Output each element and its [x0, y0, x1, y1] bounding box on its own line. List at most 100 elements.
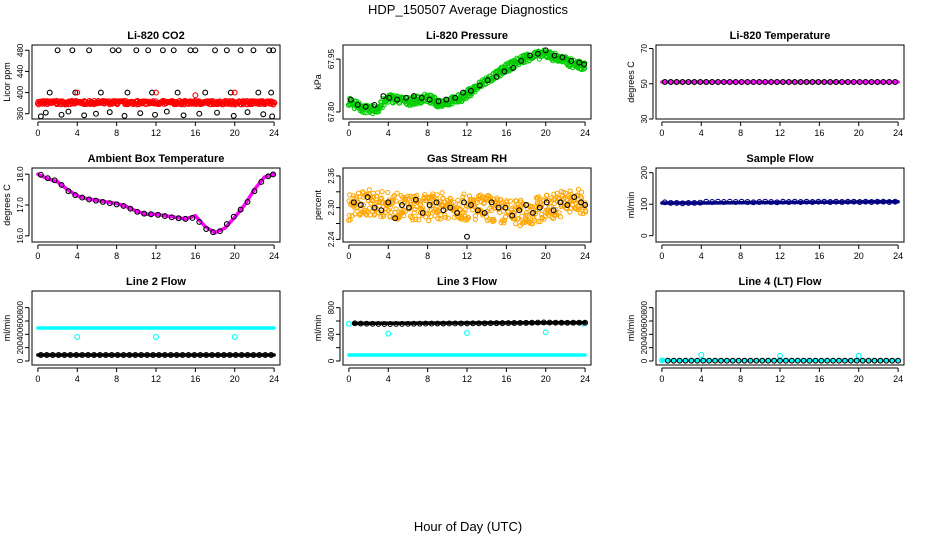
data-point	[484, 77, 491, 84]
data-point	[460, 194, 466, 200]
data-point	[271, 99, 277, 105]
series-2	[347, 47, 588, 110]
data-point	[394, 96, 401, 103]
data-point	[818, 357, 825, 364]
x-tick-label: 24	[269, 374, 279, 384]
data-point	[726, 79, 733, 85]
data-point	[37, 171, 44, 178]
y-tick-label: 200	[640, 340, 649, 354]
x-tick-label: 16	[814, 251, 824, 261]
data-point	[114, 352, 121, 358]
data-point	[37, 113, 44, 119]
y-tick-label: 800	[640, 300, 649, 314]
x-tick-label: 8	[425, 128, 430, 138]
data-point	[856, 199, 863, 205]
data-point	[797, 199, 804, 205]
data-point	[679, 79, 686, 85]
data-point	[230, 112, 237, 119]
data-point	[543, 199, 550, 206]
data-point	[895, 357, 902, 364]
data-point	[777, 352, 783, 359]
figure-xlabel: Hour of Day (UTC)	[414, 519, 522, 534]
data-point	[428, 320, 435, 327]
data-point	[102, 352, 109, 358]
data-point	[756, 79, 763, 85]
x-tick-label: 12	[151, 251, 161, 261]
x-tick-label: 24	[893, 251, 903, 261]
data-point	[856, 79, 863, 85]
data-point	[700, 357, 707, 364]
data-point	[715, 79, 721, 85]
data-point	[137, 110, 144, 117]
data-point	[144, 352, 151, 358]
data-point	[345, 320, 352, 327]
x-tick-label: 8	[738, 128, 743, 138]
y-tick-label: 2.24	[327, 231, 336, 247]
data-point	[809, 199, 816, 205]
data-point	[744, 199, 751, 205]
data-point	[212, 47, 218, 54]
x-tick-label: 20	[230, 128, 240, 138]
data-point	[250, 47, 257, 54]
data-point	[231, 89, 238, 96]
data-point	[582, 319, 589, 326]
data-point	[803, 79, 810, 85]
data-point	[369, 320, 376, 327]
panel-2: Li-820 Pressure kPa 0 4 8 12 16 20 24 67.80 67.95	[313, 30, 592, 138]
data-point	[850, 79, 857, 85]
x-tick-label: 24	[893, 128, 903, 138]
data-point	[558, 214, 564, 220]
data-point	[69, 47, 76, 54]
data-area	[660, 198, 900, 207]
data-point	[61, 352, 68, 358]
data-point	[889, 357, 896, 364]
data-point	[709, 199, 716, 205]
plot-frame	[31, 290, 281, 366]
data-point	[756, 199, 763, 205]
data-point	[750, 199, 757, 206]
data-point	[582, 202, 589, 208]
data-point	[74, 89, 81, 96]
series-2	[350, 194, 589, 222]
data-point	[347, 96, 354, 103]
data-point	[505, 320, 512, 327]
data-point	[551, 52, 558, 59]
data-point	[381, 321, 388, 327]
data-point	[161, 352, 168, 358]
data-point	[422, 191, 428, 198]
data-point	[350, 199, 357, 206]
data-point	[516, 207, 523, 214]
y-tick-label: 400	[16, 327, 25, 341]
data-area	[34, 47, 278, 119]
data-point	[470, 196, 477, 203]
data-point	[785, 79, 792, 85]
data-point	[785, 199, 792, 205]
data-point	[583, 207, 589, 214]
panel-title: Line 2 Flow	[126, 276, 186, 288]
data-point	[179, 352, 186, 358]
data-point	[197, 352, 204, 358]
data-point	[455, 197, 461, 203]
data-point	[210, 229, 217, 236]
data-point	[461, 191, 467, 197]
figure-title: HDP_150507 Average Diagnostics	[368, 2, 568, 17]
data-point	[72, 89, 79, 96]
data-point	[452, 94, 459, 101]
panel-9: Line 4 (LT) Flow ml/min 0 4 8 12 16 20 24 0 200400…	[626, 276, 905, 384]
data-point	[440, 320, 447, 327]
data-point	[673, 79, 680, 85]
data-point	[170, 47, 177, 54]
data-point	[842, 357, 848, 364]
data-point	[120, 202, 127, 209]
data-point	[405, 193, 411, 199]
x-tick-label: 12	[775, 251, 785, 261]
data-point	[126, 352, 133, 358]
data-point	[93, 197, 99, 204]
data-point	[401, 213, 407, 219]
data-point	[568, 57, 575, 64]
data-point	[575, 193, 581, 199]
data-point	[237, 206, 244, 213]
data-point	[168, 214, 175, 221]
data-point	[892, 79, 899, 85]
data-point	[58, 182, 65, 188]
